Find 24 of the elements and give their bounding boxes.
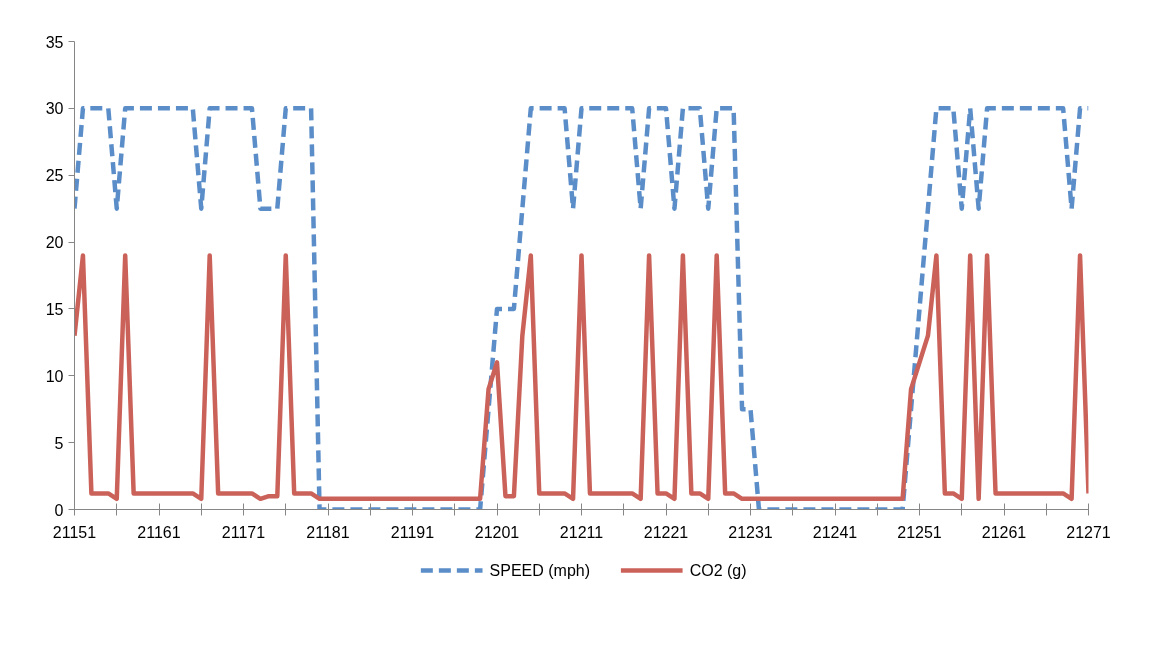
x-tick-label: 21201 <box>474 523 520 541</box>
legend-label: CO2 (g) <box>689 562 747 579</box>
y-tick-label: 10 <box>45 367 64 385</box>
y-tick-label: 30 <box>45 100 64 118</box>
y-tick-label: 20 <box>45 234 64 252</box>
y-tick-label: 0 <box>54 501 64 519</box>
x-tick-label: 21171 <box>221 523 266 541</box>
y-tick-label: 35 <box>45 33 64 51</box>
x-tick-label: 21271 <box>1066 523 1111 541</box>
x-tick-label: 21161 <box>137 523 181 541</box>
x-tick-label: 21251 <box>897 523 942 541</box>
x-tick-label: 21181 <box>306 523 350 541</box>
x-tick-label: 21241 <box>812 523 858 541</box>
x-tick-label: 21211 <box>559 523 604 541</box>
x-tick-label: 21231 <box>728 523 773 541</box>
x-tick-label: 21261 <box>981 523 1027 541</box>
y-tick-label: 15 <box>45 300 64 318</box>
y-tick-label: 25 <box>45 167 64 185</box>
x-tick-label: 21191 <box>390 523 435 541</box>
x-tick-label: 21221 <box>643 523 689 541</box>
x-tick-label: 21151 <box>52 523 97 541</box>
legend-label: SPEED (mph) <box>489 562 591 579</box>
line-series <box>74 253 1089 502</box>
y-tick-label: 5 <box>54 434 64 452</box>
